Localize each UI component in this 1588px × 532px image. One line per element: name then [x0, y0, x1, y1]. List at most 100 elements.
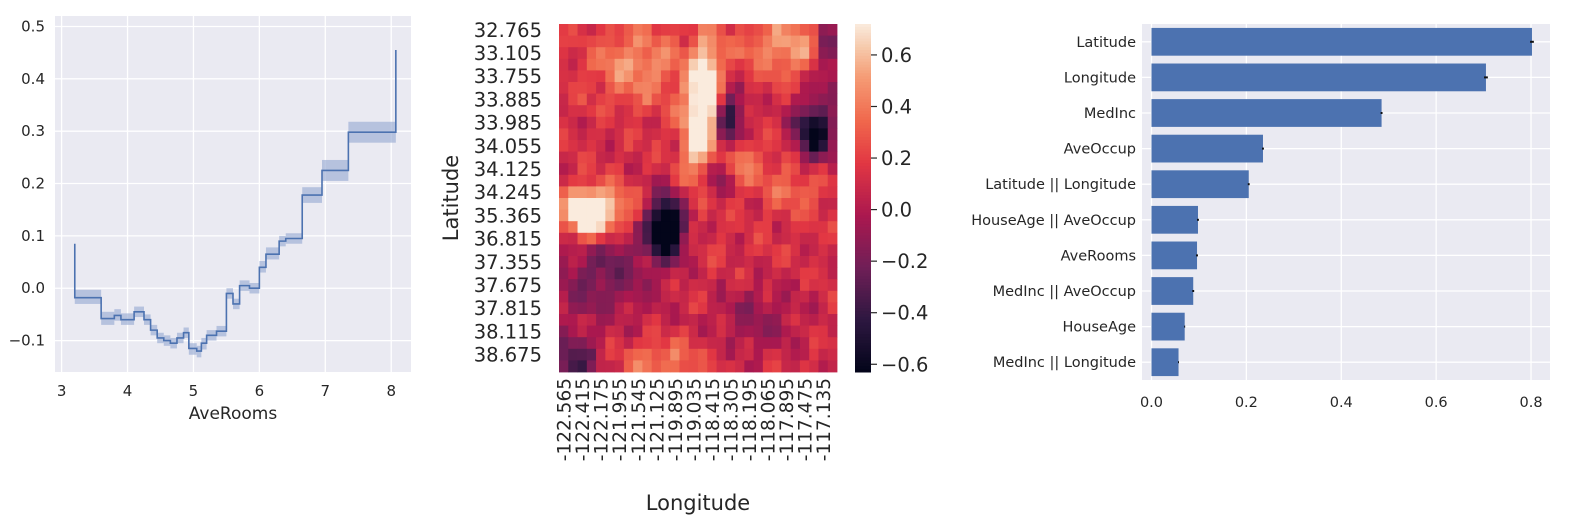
- bar-x-tick-label: 0.8: [1519, 395, 1542, 411]
- colorbar-segment: [855, 334, 871, 338]
- heatmap-cell: [660, 314, 671, 326]
- heatmap-cell: [744, 186, 754, 199]
- heatmap-cell: [642, 140, 653, 152]
- colorbar-segment: [855, 29, 871, 34]
- heatmap-cell: [799, 209, 810, 222]
- pdp-y-tick-label: 0.3: [21, 122, 45, 140]
- heatmap-cell: [725, 140, 736, 152]
- heatmap-cell: [772, 93, 782, 106]
- heatmap-cell: [762, 348, 773, 361]
- heatmap-cell: [698, 151, 708, 164]
- colorbar-tick-label: 0.4: [881, 95, 912, 118]
- heatmap-cell: [614, 244, 625, 257]
- heatmap-cell: [707, 198, 717, 210]
- heatmap-cell: [707, 360, 717, 373]
- heatmap-cell: [809, 267, 819, 280]
- heatmap-cell: [586, 221, 597, 234]
- heatmap-cell: [735, 24, 745, 36]
- heatmap-cell: [670, 256, 680, 268]
- heatmap-cell: [735, 348, 745, 361]
- heatmap-cell: [772, 186, 782, 199]
- heatmap-cell: [707, 267, 717, 280]
- heatmap-cell: [568, 209, 578, 222]
- heatmap-cell: [698, 35, 708, 48]
- heatmap-cell: [799, 35, 810, 48]
- heatmap-cell: [707, 221, 717, 234]
- heatmap-cell: [559, 163, 569, 176]
- heatmap-cell: [577, 314, 588, 326]
- colorbar-segment: [855, 87, 871, 92]
- heatmap-cell: [809, 58, 819, 71]
- heatmap-cell: [716, 337, 727, 350]
- heatmap-cell: [577, 82, 588, 94]
- colorbar-segment: [855, 186, 871, 190]
- bars: [1151, 27, 1534, 377]
- heatmap-cell: [596, 232, 606, 245]
- heatmap-y-tick-label: 34.245: [474, 181, 542, 204]
- heatmap-cell: [762, 360, 773, 373]
- heatmap-cell: [725, 116, 736, 129]
- heatmap-cell: [642, 325, 653, 338]
- colorbar-segment: [855, 343, 871, 347]
- heatmap-cell: [762, 302, 773, 315]
- heatmap-cell: [790, 24, 801, 36]
- heatmap-cell: [679, 128, 690, 141]
- heatmap-cell: [660, 360, 671, 373]
- heatmap-cell: [633, 70, 643, 83]
- heatmap-cell: [586, 47, 597, 60]
- colorbar-segment: [855, 203, 871, 208]
- heatmap-cell: [660, 24, 671, 36]
- heatmap-cell: [762, 198, 773, 210]
- heatmap-cell: [688, 314, 699, 326]
- heatmap-cell: [679, 163, 690, 176]
- heatmap-cell: [818, 70, 829, 83]
- colorbar-segment: [855, 325, 871, 329]
- colorbar-segment: [855, 331, 871, 335]
- heatmap-cell: [781, 35, 792, 48]
- heatmap-cell: [651, 314, 662, 326]
- heatmap-x-tick-label: -121.545: [629, 378, 650, 461]
- heatmap-cell: [577, 348, 588, 361]
- heatmap-cell: [827, 186, 838, 199]
- heatmap-cell: [735, 360, 745, 373]
- heatmap-cell: [781, 105, 792, 118]
- heatmap-cell: [716, 325, 727, 338]
- heatmap-cell: [559, 58, 569, 71]
- heatmap-cell: [586, 128, 597, 141]
- heatmap-cell: [735, 105, 745, 118]
- heatmap-cell: [633, 244, 643, 257]
- heatmap-cell: [827, 302, 838, 315]
- heatmap-cell: [799, 116, 810, 129]
- heatmap-cell: [762, 35, 773, 48]
- heatmap-cell: [586, 256, 597, 268]
- heatmap-cell: [623, 360, 634, 373]
- heatmap-cell: [568, 47, 578, 60]
- heatmap-cell: [614, 35, 625, 48]
- heatmap-cell: [623, 93, 634, 106]
- heatmap-cell: [790, 314, 801, 326]
- heatmap-cell: [809, 279, 819, 292]
- heatmap-cell: [744, 163, 754, 176]
- heatmap-cell: [762, 116, 773, 129]
- heatmap-cell: [799, 279, 810, 292]
- heatmap-cell: [623, 35, 634, 48]
- heatmap-cell: [633, 116, 643, 129]
- pdp-line: [73, 50, 397, 352]
- heatmap-cell: [688, 58, 699, 71]
- heatmap-cell: [670, 290, 680, 303]
- heatmap-y-tick-label: 37.815: [474, 297, 542, 320]
- heatmap-cell: [716, 290, 727, 303]
- heatmap-cell: [762, 186, 773, 199]
- heatmap-cell: [772, 279, 782, 292]
- heatmap-cell: [596, 35, 606, 48]
- colorbar-segment: [855, 53, 871, 57]
- colorbar-segment: [855, 198, 871, 202]
- heatmap-cell: [790, 232, 801, 245]
- heatmap-y-tick-labels: 32.76533.10533.75533.88533.98534.05534.1…: [474, 19, 542, 367]
- heatmap-cell: [614, 47, 625, 60]
- heatmap-cell: [753, 290, 764, 303]
- heatmap-cell: [586, 58, 597, 71]
- heatmap-cell: [670, 163, 680, 176]
- heatmap-x-tick-label: -118.065: [759, 378, 780, 461]
- heatmap-cell: [799, 244, 810, 257]
